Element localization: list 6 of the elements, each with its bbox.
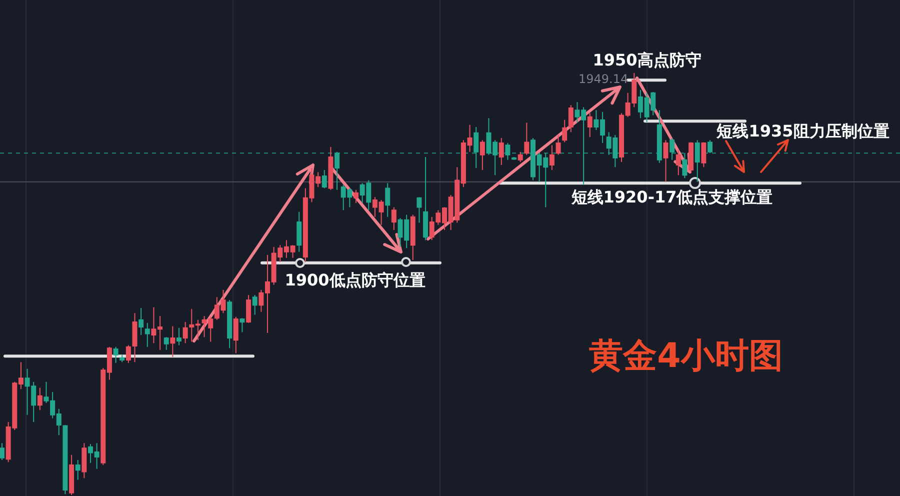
- ref-label: 1950高点防守: [592, 50, 702, 70]
- ref-label: 短线1920-17低点支撑位置: [571, 188, 773, 207]
- ref-label: 短线1935阻力压制位置: [716, 122, 890, 141]
- title: 黄金4小时图: [589, 336, 783, 376]
- ref-label: 1900低点防守位置: [284, 270, 426, 290]
- annotation: 1949.14: [578, 72, 628, 86]
